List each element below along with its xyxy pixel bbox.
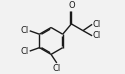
- Text: Cl: Cl: [93, 20, 101, 29]
- Text: Cl: Cl: [21, 26, 29, 35]
- Text: Cl: Cl: [93, 31, 101, 40]
- Text: Cl: Cl: [21, 47, 29, 56]
- Text: O: O: [68, 1, 75, 10]
- Text: Cl: Cl: [53, 64, 61, 73]
